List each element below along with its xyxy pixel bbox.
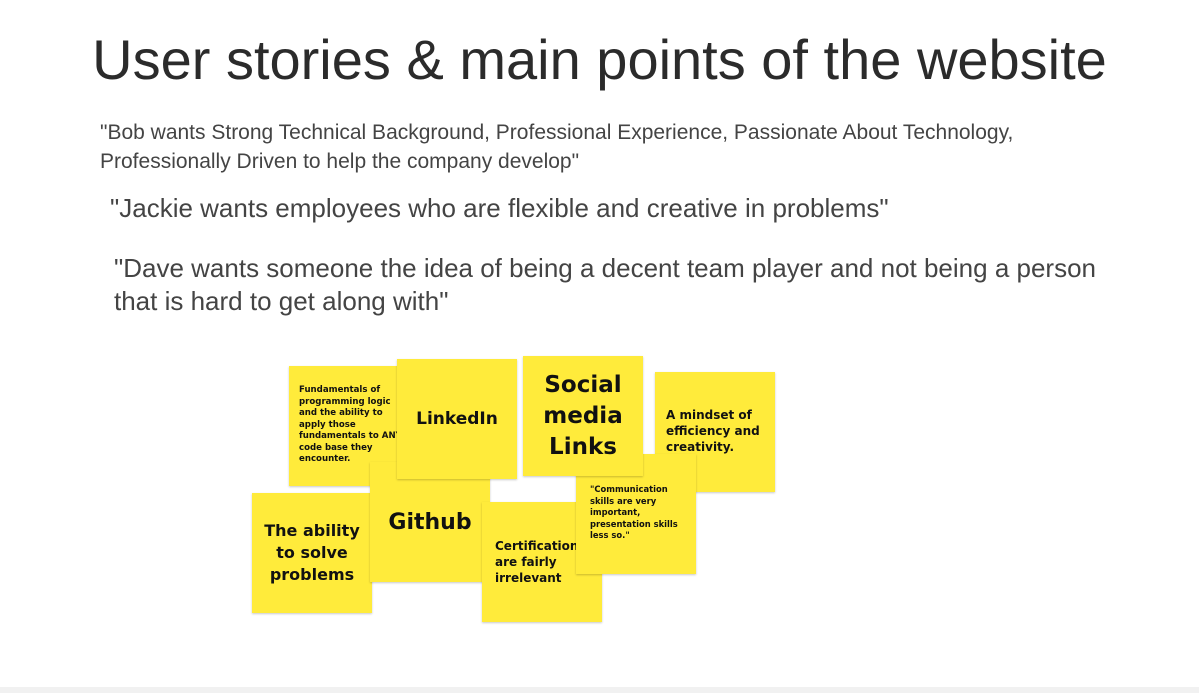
sticky-note-ability[interactable]: The ability to solve problems <box>252 493 372 613</box>
sticky-note-text: Github <box>388 510 472 535</box>
sticky-note-text: Fundamentals of programming logic and th… <box>299 385 402 464</box>
quote-bob: "Bob wants Strong Technical Background, … <box>100 121 1020 173</box>
sticky-note-linkedin[interactable]: LinkedIn <box>397 359 517 479</box>
sticky-note-text: A mindset of efficiency and creativity. <box>666 408 760 454</box>
sticky-note-text: Social media Links <box>543 371 623 460</box>
quote-jackie: "Jackie wants employees who are flexible… <box>110 193 889 223</box>
bottom-divider <box>0 687 1199 693</box>
sticky-note-text: "Communication skills are very important… <box>590 484 678 540</box>
sticky-note-social-media[interactable]: Social media Links <box>523 356 643 476</box>
sticky-note-text: Certifications are fairly irrelevant <box>495 539 586 585</box>
sticky-note-text: The ability to solve problems <box>264 521 360 584</box>
slide-title: User stories & main points of the websit… <box>92 28 1107 91</box>
quote-dave: "Dave wants someone the idea of being a … <box>114 253 1104 316</box>
sticky-note-github[interactable]: Github <box>370 462 490 582</box>
sticky-note-fundamentals[interactable]: Fundamentals of programming logic and th… <box>289 366 409 486</box>
sticky-note-text: LinkedIn <box>416 409 498 429</box>
